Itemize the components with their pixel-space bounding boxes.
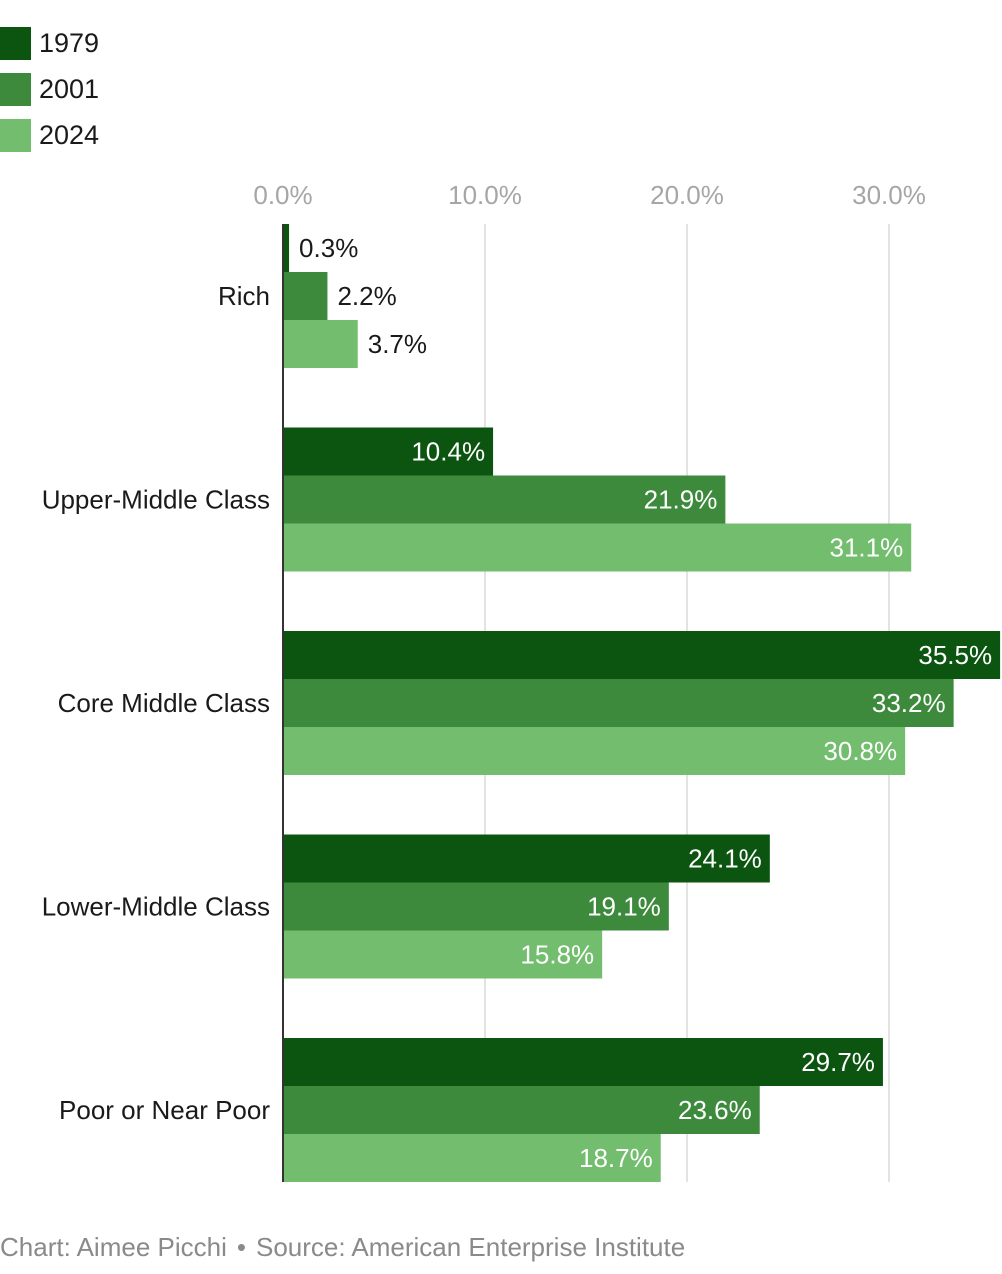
legend-item-2024: 2024 xyxy=(0,112,99,158)
legend-swatch-2024 xyxy=(0,118,31,152)
bar-lower-middle-class-2024 xyxy=(283,930,603,979)
bar-poor-or-near-poor-2024 xyxy=(283,1134,661,1182)
bar-poor-or-near-poor-1979 xyxy=(283,1038,883,1086)
data-label-lower-middle-class-1979: 24.1% xyxy=(688,844,762,874)
bar-core-middle-class-2001 xyxy=(283,679,954,727)
bar-rich-2001 xyxy=(283,272,328,320)
data-label-core-middle-class-2024: 30.8% xyxy=(823,736,897,766)
data-label-poor-or-near-poor-2001: 23.6% xyxy=(678,1095,752,1125)
data-label-upper-middle-class-2001: 21.9% xyxy=(644,485,718,515)
category-label-core-middle-class: Core Middle Class xyxy=(58,688,270,718)
x-tick-label: 0.0% xyxy=(253,180,312,210)
category-label-upper-middle-class: Upper-Middle Class xyxy=(42,485,270,515)
footer-separator: • xyxy=(236,1232,246,1262)
legend-label-1979: 1979 xyxy=(39,27,100,58)
bar-poor-or-near-poor-2001 xyxy=(283,1086,760,1134)
legend-swatch-2001 xyxy=(0,72,31,106)
bar-upper-middle-class-1979 xyxy=(283,427,494,476)
data-label-core-middle-class-1979: 35.5% xyxy=(918,640,992,670)
x-tick-label: 10.0% xyxy=(448,180,522,210)
bar-lower-middle-class-1979 xyxy=(283,834,770,883)
legend-item-2001: 2001 xyxy=(0,66,99,112)
bar-rich-1979 xyxy=(283,224,290,272)
legend-label-2024: 2024 xyxy=(39,119,100,150)
chart-credit: Chart: Aimee Picchi xyxy=(0,1232,227,1262)
data-label-upper-middle-class-2024: 31.1% xyxy=(829,533,903,563)
data-label-upper-middle-class-1979: 10.4% xyxy=(411,437,485,467)
bar-core-middle-class-1979 xyxy=(283,631,1001,679)
data-label-rich-2001: 2.2% xyxy=(337,281,396,311)
chart-source: Source: American Enterprise Institute xyxy=(255,1232,686,1262)
legend-item-1979: 1979 xyxy=(0,20,99,66)
x-tick-label: 30.0% xyxy=(852,180,926,210)
legend-label-2001: 2001 xyxy=(39,73,100,104)
data-label-rich-2024: 3.7% xyxy=(368,329,427,359)
data-label-rich-1979: 0.3% xyxy=(299,233,358,263)
bar-upper-middle-class-2024 xyxy=(283,523,912,572)
category-label-poor-or-near-poor: Poor or Near Poor xyxy=(59,1095,270,1125)
bar-chart: 0.0% 10.0% 20.0% 30.0% Rich 0.3% 2.2% 3.7% Upper… xyxy=(42,180,1001,1182)
category-label-lower-middle-class: Lower-Middle Class xyxy=(42,892,270,922)
data-label-poor-or-near-poor-1979: 29.7% xyxy=(801,1047,875,1077)
data-label-core-middle-class-2001: 33.2% xyxy=(872,688,946,718)
legend-swatch-1979 xyxy=(0,26,31,60)
x-tick-label: 20.0% xyxy=(650,180,724,210)
data-label-lower-middle-class-2001: 19.1% xyxy=(587,892,661,922)
bar-rich-2024 xyxy=(283,320,358,368)
bar-upper-middle-class-2001 xyxy=(283,475,726,524)
bar-core-middle-class-2024 xyxy=(283,727,906,775)
bar-lower-middle-class-2001 xyxy=(283,882,669,931)
category-label-rich: Rich xyxy=(218,281,270,311)
data-label-lower-middle-class-2024: 15.8% xyxy=(520,940,594,970)
chart-legend: 1979 2001 2024 xyxy=(0,20,99,158)
chart-footer: Chart: Aimee Picchi • Source: American Ent… xyxy=(0,1232,685,1263)
data-label-poor-or-near-poor-2024: 18.7% xyxy=(579,1143,653,1173)
